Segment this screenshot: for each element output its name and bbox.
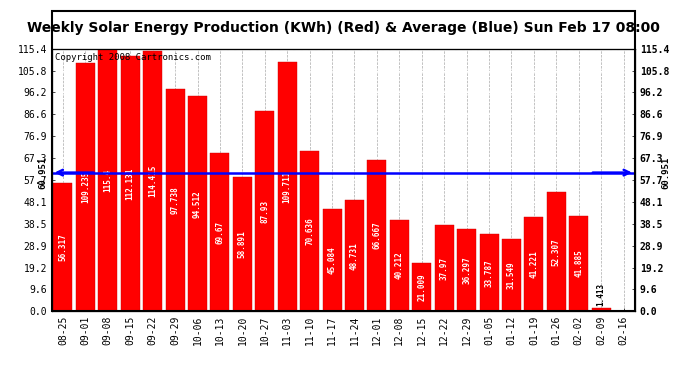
Bar [188, 96, 207, 311]
Bar [546, 192, 566, 311]
Bar [143, 51, 162, 311]
Bar [345, 200, 364, 311]
Bar [166, 89, 185, 311]
Text: Weekly Solar Energy Production (KWh) (Red) & Average (Blue) Sun Feb 17 08:00: Weekly Solar Energy Production (KWh) (Re… [27, 21, 660, 35]
Text: 52.307: 52.307 [552, 238, 561, 266]
Text: 66.667: 66.667 [373, 222, 382, 249]
Text: 41.885: 41.885 [574, 250, 583, 278]
Text: 21.009: 21.009 [417, 273, 426, 301]
Text: 31.549: 31.549 [507, 261, 516, 289]
Bar [233, 177, 252, 311]
Text: 115.4: 115.4 [104, 168, 112, 192]
Text: 87.93: 87.93 [260, 200, 269, 223]
Text: 41.221: 41.221 [529, 251, 538, 278]
Text: 94.512: 94.512 [193, 190, 202, 217]
Text: 48.731: 48.731 [350, 242, 359, 270]
Bar [300, 151, 319, 311]
Text: 58.891: 58.891 [238, 230, 247, 258]
Bar [255, 111, 275, 311]
Text: 112.131: 112.131 [126, 168, 135, 200]
Bar [210, 153, 230, 311]
Bar [524, 217, 544, 311]
Bar [457, 229, 476, 311]
Bar [121, 56, 140, 311]
Bar [569, 216, 589, 311]
Text: 60.951: 60.951 [38, 156, 48, 189]
Text: 33.787: 33.787 [484, 259, 493, 287]
Bar [322, 209, 342, 311]
Text: 1.413: 1.413 [597, 283, 606, 306]
Text: 114.415: 114.415 [148, 165, 157, 197]
Bar [367, 160, 386, 311]
Text: Copyright 2008 Cartronics.com: Copyright 2008 Cartronics.com [55, 53, 210, 62]
Text: 69.67: 69.67 [215, 220, 224, 244]
Text: 56.317: 56.317 [59, 233, 68, 261]
Text: 70.636: 70.636 [305, 217, 314, 245]
Text: 37.97: 37.97 [440, 256, 449, 280]
Text: 40.212: 40.212 [395, 252, 404, 279]
Bar [412, 264, 431, 311]
Text: 45.084: 45.084 [328, 246, 337, 274]
Text: 60.951: 60.951 [661, 156, 670, 189]
Bar [53, 183, 72, 311]
Text: 36.297: 36.297 [462, 256, 471, 284]
Bar [390, 220, 409, 311]
Bar [98, 49, 117, 311]
Bar [435, 225, 454, 311]
Bar [591, 308, 611, 311]
Bar [76, 63, 95, 311]
Bar [502, 240, 521, 311]
Text: 109.711: 109.711 [283, 170, 292, 202]
Bar [480, 234, 499, 311]
Text: 97.738: 97.738 [170, 186, 179, 214]
Bar [277, 62, 297, 311]
Text: 109.235: 109.235 [81, 171, 90, 203]
